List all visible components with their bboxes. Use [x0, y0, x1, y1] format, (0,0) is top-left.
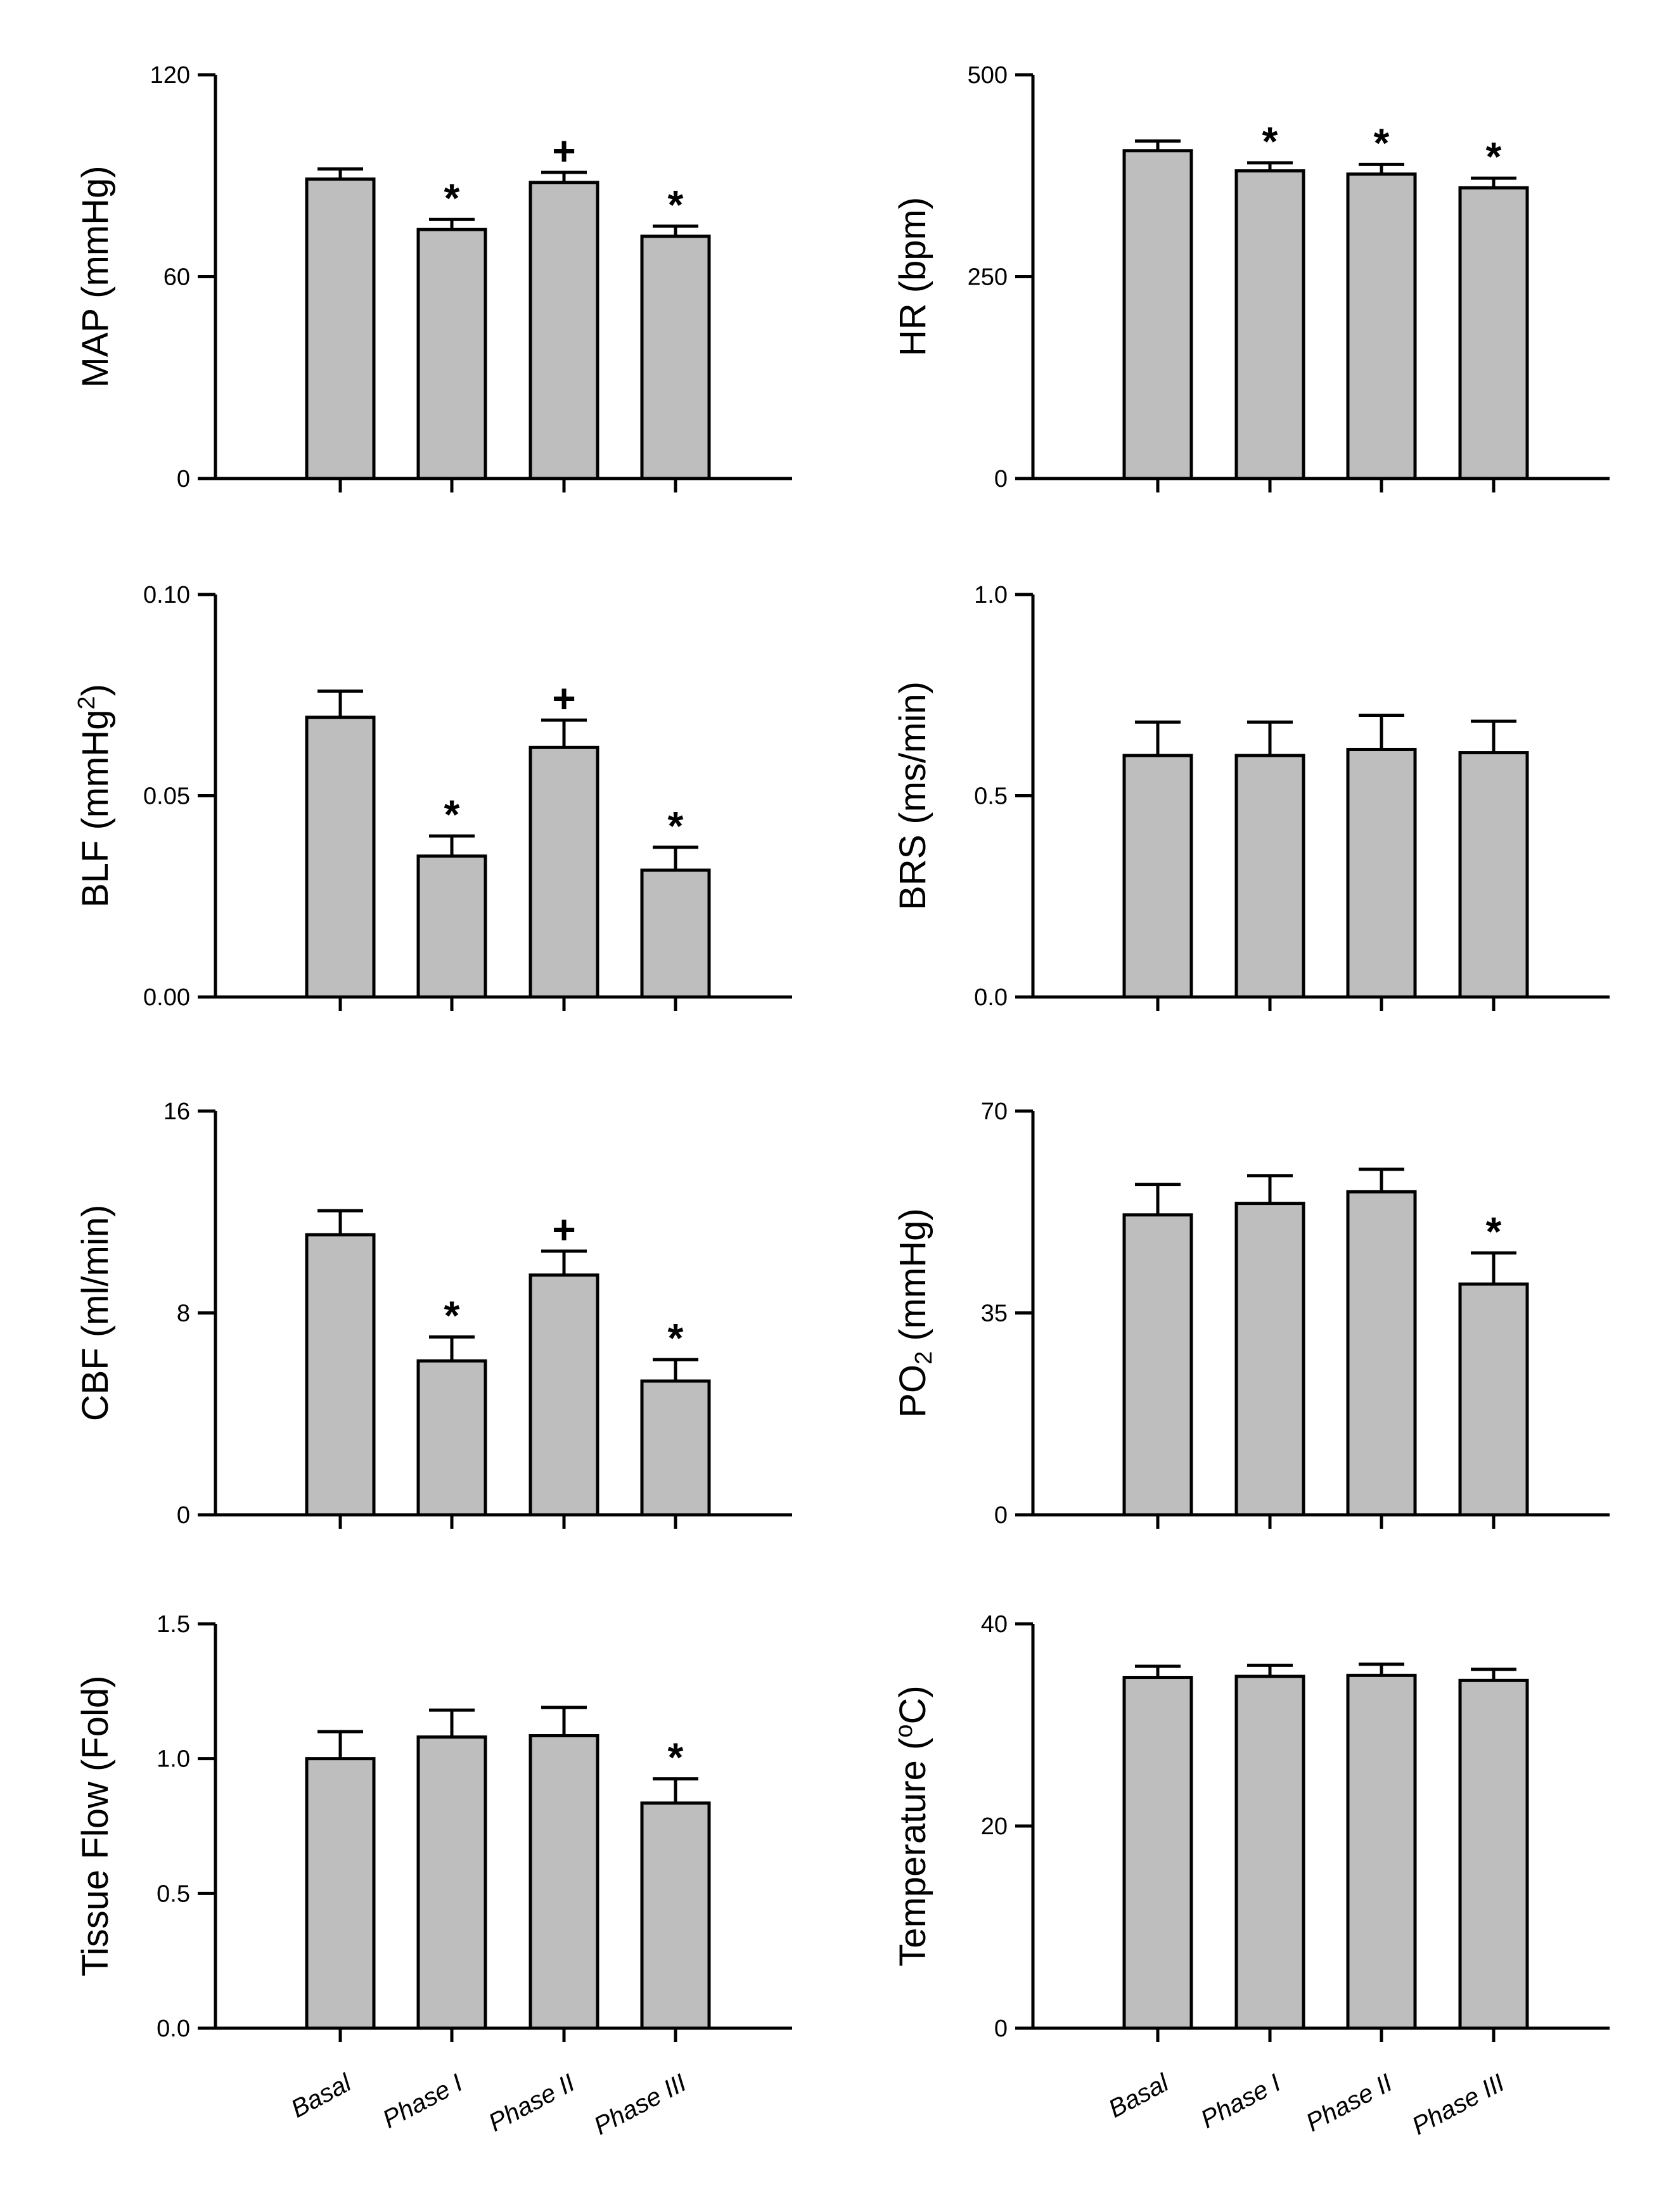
bar-phase-ii — [1346, 1673, 1417, 2030]
category-label: Phase I — [1196, 2069, 1285, 2134]
y-axis-title: CBF (ml/min) — [75, 1205, 116, 1422]
y-tick-label: 0 — [994, 1502, 1008, 1529]
y-tick-label: 0.05 — [143, 783, 190, 810]
y-tick-label: 0.5 — [157, 1881, 190, 1907]
significance-marker: * — [444, 792, 460, 837]
y-tick-label: 16 — [163, 1098, 190, 1125]
significance-marker: * — [668, 182, 684, 228]
y-axis-title: Temperature (oC) — [891, 1685, 933, 1966]
panel-blf: * + * 0.00 0.05 0.10 BLF (mmHg2) — [74, 582, 792, 1011]
significance-marker: + — [552, 676, 575, 721]
y-axis-title: PO2 (mmHg) — [892, 1208, 937, 1417]
y-axis-title: Tissue Flow (Fold) — [75, 1676, 116, 1977]
significance-marker: * — [1262, 119, 1278, 164]
category-label: Phase III — [589, 2069, 691, 2140]
bar-phase-iii — [1458, 1678, 1529, 2030]
significance-marker: * — [668, 803, 684, 849]
y-tick-label: 70 — [981, 1098, 1008, 1125]
category-label: Phase II — [484, 2069, 579, 2137]
panel-cbf: * + * 0 8 16 CBF (ml/min) — [75, 1098, 792, 1529]
category-label: Basal — [286, 2069, 356, 2123]
y-tick-label: 0.0 — [157, 2016, 190, 2042]
significance-marker: * — [1486, 1209, 1502, 1254]
bar-phase-iii — [640, 868, 711, 999]
panel-map: * + * 0 60 120 MAP (mmHg) — [75, 62, 792, 492]
bar-basal — [1122, 149, 1193, 480]
y-axis-title: BRS (ms/min) — [892, 681, 933, 910]
y-tick-label: 120 — [150, 62, 190, 89]
bar-phase-ii — [529, 1273, 599, 1517]
bar-phase-ii — [529, 1734, 599, 2030]
y-axis-title: MAP (mmHg) — [75, 165, 116, 387]
panel-hr: * * * 0 250 500 HR (bpm) — [892, 62, 1610, 492]
y-tick-label: 0.5 — [974, 783, 1008, 810]
bar-phase-i — [1234, 1202, 1305, 1517]
y-tick-label: 40 — [981, 1611, 1008, 1638]
y-tick-label: 35 — [981, 1301, 1008, 1327]
y-tick-label: 0 — [994, 466, 1008, 492]
significance-marker: + — [552, 1207, 575, 1252]
bar-phase-iii — [1458, 186, 1529, 480]
bar-phase-ii — [529, 181, 599, 480]
significance-marker: * — [668, 1735, 684, 1780]
bar-phase-ii — [529, 745, 599, 999]
bar-phase-iii — [640, 1801, 711, 2030]
category-label: Basal — [1104, 2069, 1174, 2123]
bar-phase-i — [416, 1735, 487, 2030]
bar-phase-i — [416, 854, 487, 999]
y-tick-label: 20 — [981, 1813, 1008, 1840]
bar-basal — [305, 1757, 376, 2030]
bar-phase-iii — [640, 235, 711, 480]
bar-basal — [305, 1233, 376, 1517]
y-tick-label: 1.0 — [974, 582, 1008, 608]
bar-phase-iii — [640, 1379, 711, 1517]
category-label: Phase III — [1407, 2069, 1509, 2140]
y-tick-label: 1.5 — [157, 1611, 190, 1638]
y-tick-label: 0.0 — [974, 984, 1008, 1011]
y-tick-label: 8 — [177, 1301, 190, 1327]
panel-temperature: 0 20 40 Temperature (oC) Basal Phase I Phase I… — [891, 1611, 1610, 2140]
bar-basal — [1122, 1676, 1193, 2030]
significance-marker: * — [1374, 120, 1390, 165]
bar-basal — [305, 716, 376, 999]
y-tick-label: 0 — [177, 1502, 190, 1529]
bar-phase-i — [1234, 1675, 1305, 2030]
bar-phase-i — [1234, 754, 1305, 999]
y-tick-label: 500 — [968, 62, 1008, 89]
y-axis-title: HR (bpm) — [892, 197, 933, 356]
bar-phase-i — [416, 1359, 487, 1517]
y-tick-label: 60 — [163, 264, 190, 291]
bar-phase-ii — [1346, 747, 1417, 999]
bar-phase-iii — [1458, 751, 1529, 999]
y-tick-label: 250 — [968, 264, 1008, 291]
y-tick-label: 0 — [177, 466, 190, 492]
bar-phase-iii — [1458, 1282, 1529, 1517]
y-tick-label: 0.10 — [143, 582, 190, 608]
bar-phase-ii — [1346, 172, 1417, 480]
y-tick-label: 1.0 — [157, 1746, 190, 1773]
bar-phase-ii — [1346, 1190, 1417, 1517]
panel-brs: 0.0 0.5 1.0 BRS (ms/min) — [892, 582, 1610, 1011]
panel-tissue-flow: * 0.0 0.5 1.0 1.5 Tissue Flow (Fold) Basal Phas… — [75, 1611, 792, 2140]
significance-marker: * — [668, 1315, 684, 1361]
bar-phase-i — [416, 228, 487, 480]
panel-po2: * 0 35 70 PO2 (mmHg) — [892, 1098, 1610, 1529]
significance-marker: + — [552, 128, 575, 174]
y-axis-title: BLF (mmHg2) — [74, 684, 116, 908]
significance-marker: * — [444, 175, 460, 221]
bar-phase-i — [1234, 169, 1305, 480]
y-tick-label: 0.00 — [143, 984, 190, 1011]
bar-basal — [1122, 754, 1193, 999]
significance-marker: * — [444, 1292, 460, 1338]
bar-basal — [305, 177, 376, 480]
category-label: Phase I — [378, 2069, 467, 2134]
significance-marker: * — [1486, 134, 1502, 179]
category-label: Phase II — [1302, 2069, 1397, 2137]
y-tick-label: 0 — [994, 2016, 1008, 2042]
bar-basal — [1122, 1213, 1193, 1517]
